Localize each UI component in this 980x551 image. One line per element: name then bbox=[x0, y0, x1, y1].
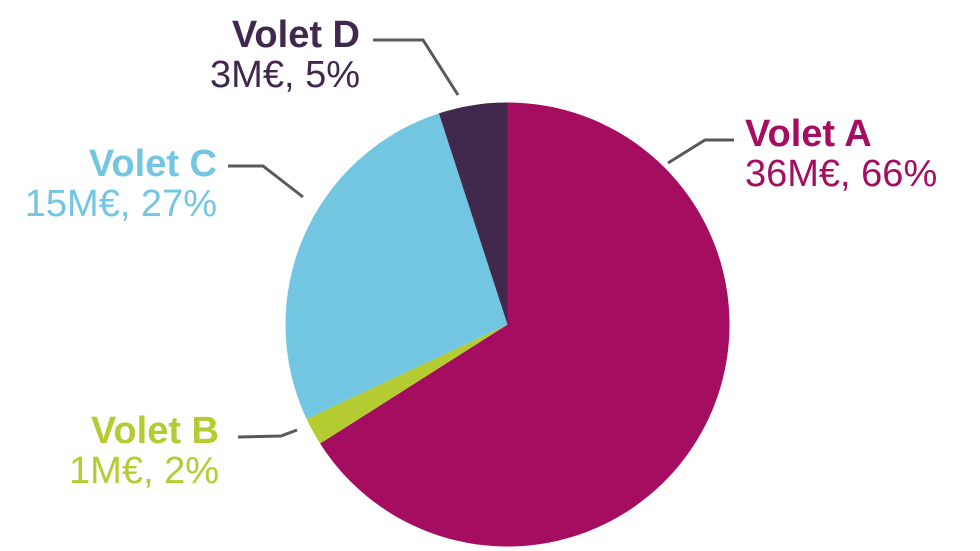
callout-line-volet-c bbox=[228, 164, 304, 199]
label-volet-b: Volet B 1M€, 2% bbox=[69, 411, 219, 491]
label-volet-a: Volet A 36M€, 66% bbox=[745, 114, 937, 194]
pie-slice-volet-b bbox=[306, 324, 508, 444]
label-volet-c-value: 15M€, 27% bbox=[24, 183, 217, 225]
callout-line-volet-b bbox=[237, 428, 298, 439]
pie-slices-group bbox=[285, 102, 730, 547]
pie-slice-volet-d bbox=[438, 102, 508, 325]
label-volet-a-value: 36M€, 66% bbox=[745, 153, 938, 195]
label-volet-a-name: Volet A bbox=[745, 113, 872, 155]
label-volet-c: Volet C 15M€, 27% bbox=[25, 144, 217, 224]
callout-lines-group bbox=[228, 38, 734, 439]
callout-line-volet-a bbox=[667, 138, 734, 165]
pie-slice-volet-c bbox=[285, 113, 508, 420]
label-volet-b-value: 1M€, 2% bbox=[69, 450, 219, 492]
label-volet-d-name: Volet D bbox=[231, 14, 360, 56]
label-volet-d-value: 3M€, 5% bbox=[210, 54, 360, 96]
label-volet-b-name: Volet B bbox=[90, 410, 219, 452]
label-volet-d: Volet D 3M€, 5% bbox=[210, 15, 360, 95]
pie-slice-volet-a bbox=[320, 102, 730, 547]
label-volet-c-name: Volet C bbox=[88, 143, 217, 185]
callout-line-volet-d bbox=[373, 38, 460, 96]
